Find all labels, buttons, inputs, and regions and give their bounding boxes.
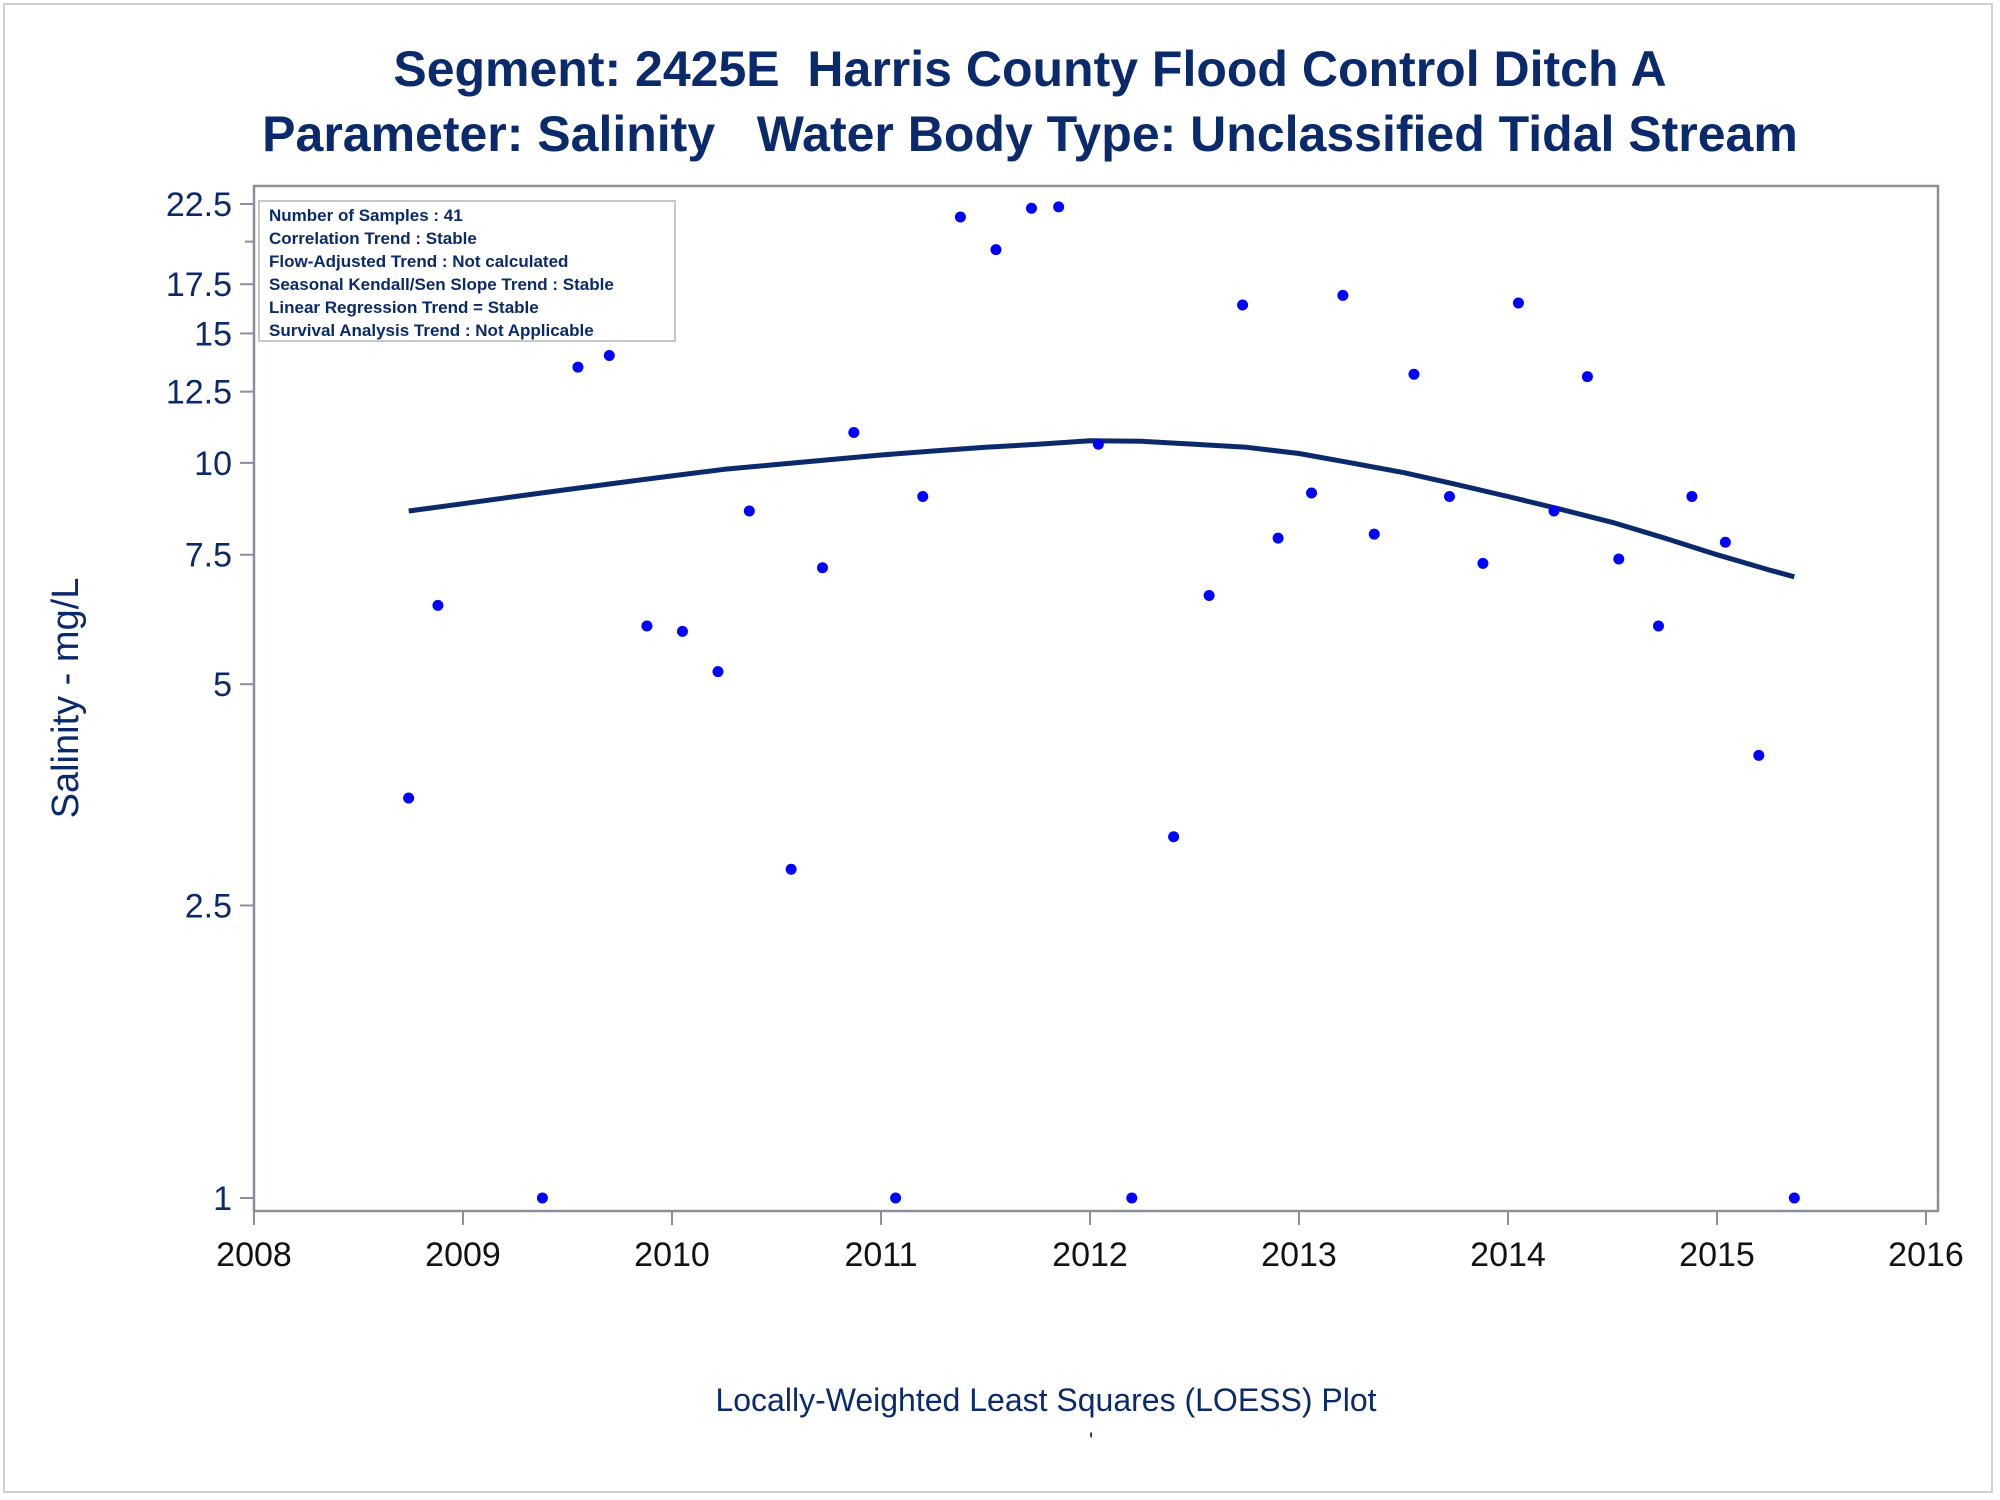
data-point bbox=[676, 625, 688, 637]
data-point bbox=[848, 426, 860, 438]
y-tick-label: 2.5 bbox=[185, 887, 232, 925]
chart-subtitle: Parameter: Salinity Water Body Type: Unc… bbox=[262, 106, 1798, 162]
data-point bbox=[1753, 749, 1765, 761]
data-point bbox=[1053, 201, 1065, 213]
data-point bbox=[890, 1192, 902, 1204]
data-point bbox=[1368, 528, 1380, 540]
data-point bbox=[917, 491, 929, 503]
stats-line-survival-analysis: Survival Analysis Trend : Not Applicable bbox=[269, 321, 594, 340]
y-tick-label: 22.5 bbox=[166, 186, 232, 224]
data-point bbox=[785, 863, 797, 875]
data-point bbox=[1306, 487, 1318, 499]
stats-legend-box: Number of Samples : 41 Correlation Trend… bbox=[258, 200, 676, 342]
chart-title: Segment: 2425E Harris County Flood Contr… bbox=[393, 41, 1667, 97]
data-point bbox=[1272, 532, 1284, 544]
stats-line-linear-regression: Linear Regression Trend = Stable bbox=[269, 298, 539, 317]
data-point bbox=[536, 1192, 548, 1204]
x-tick-label: 2013 bbox=[1261, 1236, 1337, 1274]
y-tick-label: 7.5 bbox=[185, 537, 232, 575]
data-point bbox=[1581, 371, 1593, 383]
data-point bbox=[816, 562, 828, 574]
chart-footnote: Locally-Weighted Least Squares (LOESS) P… bbox=[715, 1382, 1377, 1418]
y-tick-label: 15 bbox=[194, 315, 232, 353]
data-point bbox=[1512, 297, 1524, 309]
data-point bbox=[954, 211, 966, 223]
data-point bbox=[1548, 505, 1560, 517]
y-tick-label: 1 bbox=[213, 1180, 232, 1218]
x-tick-label: 2008 bbox=[216, 1236, 292, 1274]
data-point bbox=[1443, 491, 1455, 503]
data-point bbox=[1686, 491, 1698, 503]
loess-curve bbox=[408, 438, 1795, 580]
stats-line-correlation: Correlation Trend : Stable bbox=[269, 229, 477, 248]
data-points-layer bbox=[403, 201, 1800, 1204]
data-point bbox=[641, 620, 653, 632]
loess-curve-layer bbox=[408, 438, 1795, 580]
y-axis-label: Salinity - mg/L bbox=[45, 578, 87, 819]
stats-line-samples: Number of Samples : 41 bbox=[269, 206, 463, 225]
x-axis: 2008 2009 2010 2011 2012 2013 2014 2015 2016 bbox=[216, 1211, 1964, 1274]
data-point bbox=[1126, 1192, 1138, 1204]
data-point bbox=[572, 361, 584, 373]
y-tick-label: 12.5 bbox=[166, 374, 232, 412]
x-tick-label: 2014 bbox=[1470, 1236, 1546, 1274]
y-tick-label: 10 bbox=[194, 445, 232, 483]
data-point bbox=[990, 244, 1002, 256]
data-point bbox=[1168, 831, 1180, 843]
data-point bbox=[432, 599, 444, 611]
plot-area-frame bbox=[252, 184, 1940, 1213]
stats-line-seasonal-kendall: Seasonal Kendall/Sen Slope Trend : Stabl… bbox=[269, 275, 614, 294]
data-point bbox=[743, 505, 755, 517]
stats-legend-border bbox=[258, 200, 676, 342]
stats-line-flow-adjusted: Flow-Adjusted Trend : Not calculated bbox=[269, 252, 568, 271]
x-tick-label: 2012 bbox=[1052, 1236, 1128, 1274]
data-point bbox=[1613, 553, 1625, 565]
x-tick-label: 2016 bbox=[1888, 1236, 1964, 1274]
data-point bbox=[403, 792, 415, 804]
data-point bbox=[1203, 590, 1215, 602]
x-tick-label: 2010 bbox=[634, 1236, 710, 1274]
data-point bbox=[1237, 299, 1249, 311]
data-point bbox=[1788, 1192, 1800, 1204]
x-tick-label: 2011 bbox=[844, 1236, 917, 1274]
data-point bbox=[1477, 557, 1489, 569]
y-tick-label: 5 bbox=[213, 666, 232, 704]
data-point bbox=[603, 349, 615, 361]
data-point bbox=[1025, 202, 1037, 214]
data-point bbox=[712, 666, 724, 678]
footnote-mark: ' bbox=[1089, 1428, 1094, 1453]
x-tick-label: 2009 bbox=[425, 1236, 501, 1274]
data-point bbox=[1092, 438, 1104, 450]
y-tick-label: 17.5 bbox=[166, 266, 232, 304]
data-point bbox=[1337, 289, 1349, 301]
data-point bbox=[1719, 536, 1731, 548]
figure-frame bbox=[3, 3, 1993, 1493]
data-point bbox=[1652, 620, 1664, 632]
data-point bbox=[1408, 368, 1420, 380]
x-tick-label: 2015 bbox=[1679, 1236, 1755, 1274]
